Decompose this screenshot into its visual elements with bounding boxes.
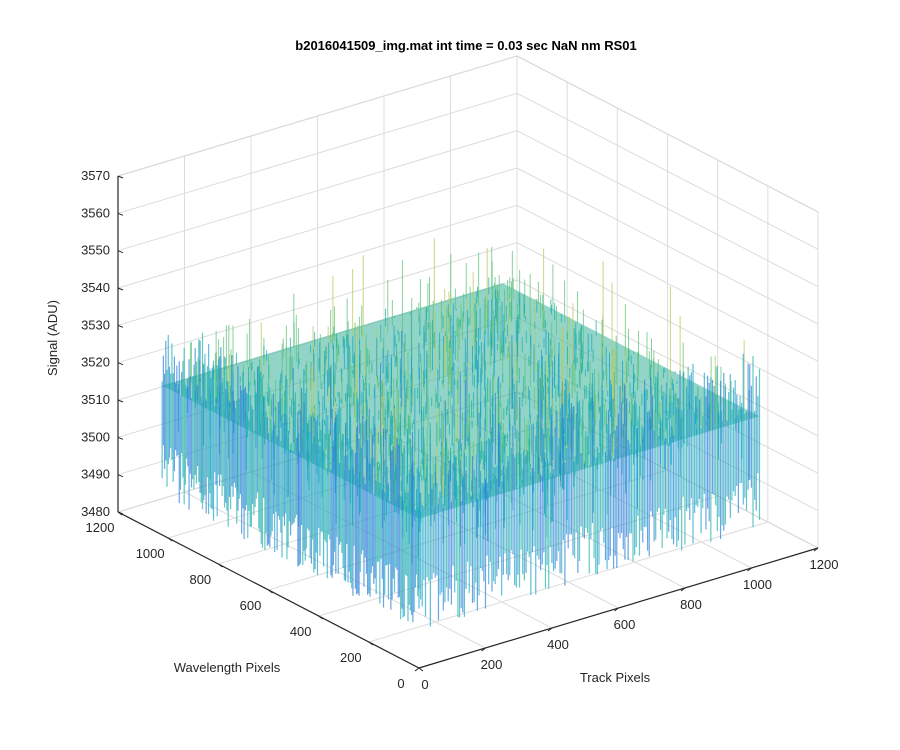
z-tick-label: 3510 <box>81 392 110 407</box>
z-tick-mark <box>117 399 124 403</box>
grid-line <box>516 279 819 437</box>
x-tick-mark <box>547 627 553 632</box>
grid-line <box>516 130 819 288</box>
y-tick-mark <box>268 589 273 594</box>
z-tick-label: 3500 <box>81 429 110 444</box>
y-tick-label: 0 <box>397 676 404 691</box>
x-tick-label: 800 <box>680 597 702 612</box>
x-tick-label: 200 <box>481 657 503 672</box>
z-tick-mark <box>117 212 124 216</box>
y-tick-mark <box>218 563 223 568</box>
z-tick-label: 3560 <box>81 205 110 220</box>
z-tick-mark <box>117 362 124 366</box>
z-tick-label: 3550 <box>81 243 110 258</box>
z-tick-label: 3540 <box>81 280 110 295</box>
grid-line <box>117 55 518 177</box>
x-tick-label: 1200 <box>810 557 839 572</box>
x-tick-mark <box>680 587 686 592</box>
z-axis-label: Signal (ADU) <box>45 300 60 376</box>
grid-line <box>368 521 768 643</box>
noise-surface <box>161 238 761 627</box>
x-tick-mark <box>614 607 619 612</box>
y-tick-label: 1200 <box>86 520 115 535</box>
z-tick-mark <box>117 324 124 328</box>
z-tick-label: 3570 <box>81 168 110 183</box>
grid-line <box>117 130 518 252</box>
z-tick-mark <box>117 250 124 254</box>
grid-line <box>117 167 518 289</box>
z-tick-label: 3530 <box>81 317 110 332</box>
y-tick-label: 1000 <box>136 546 165 561</box>
grid-line <box>516 167 819 325</box>
x-tick-mark <box>414 667 420 672</box>
z-tick-label: 3490 <box>81 467 110 482</box>
y-axis-label: Wavelength Pixels <box>174 660 281 675</box>
axis-lines <box>117 175 819 672</box>
z-tick-mark <box>117 436 124 440</box>
grid-line <box>516 55 819 213</box>
y-tick-mark <box>318 615 323 620</box>
y-tick-mark <box>368 641 374 646</box>
grid-line <box>117 92 518 214</box>
chart-title: b2016041509_img.mat int time = 0.03 sec … <box>295 38 636 53</box>
grid-line <box>117 204 518 326</box>
x-tick-mark <box>481 647 486 652</box>
y-tick-label: 200 <box>340 650 362 665</box>
z-tick-mark <box>117 474 124 478</box>
tick-labels: 0 200 400 600 800 1000 1200 0 200 400 600 800 1000 12… <box>81 168 838 692</box>
z-tick-mark <box>117 511 124 515</box>
x-tick-label: 400 <box>547 637 569 652</box>
y-tick-label: 800 <box>189 572 211 587</box>
y-tick-label: 400 <box>290 624 312 639</box>
z-tick-mark <box>117 287 124 291</box>
x-tick-label: 600 <box>614 617 636 632</box>
x-tick-mark <box>813 547 819 552</box>
x-axis-label: Track Pixels <box>580 670 651 685</box>
x-tick-label: 0 <box>421 677 428 692</box>
z-tick-mark <box>117 175 124 179</box>
y-tick-mark <box>167 537 173 542</box>
x-tick-mark <box>747 567 752 572</box>
y-tick-mark <box>418 667 424 672</box>
z-tick-label: 3480 <box>81 504 110 519</box>
z-tick-label: 3520 <box>81 355 110 370</box>
y-tick-label: 600 <box>240 598 262 613</box>
grid-line <box>516 204 819 362</box>
grid-line <box>516 242 819 400</box>
grid-line <box>516 92 819 250</box>
x-tick-label: 1000 <box>743 577 772 592</box>
